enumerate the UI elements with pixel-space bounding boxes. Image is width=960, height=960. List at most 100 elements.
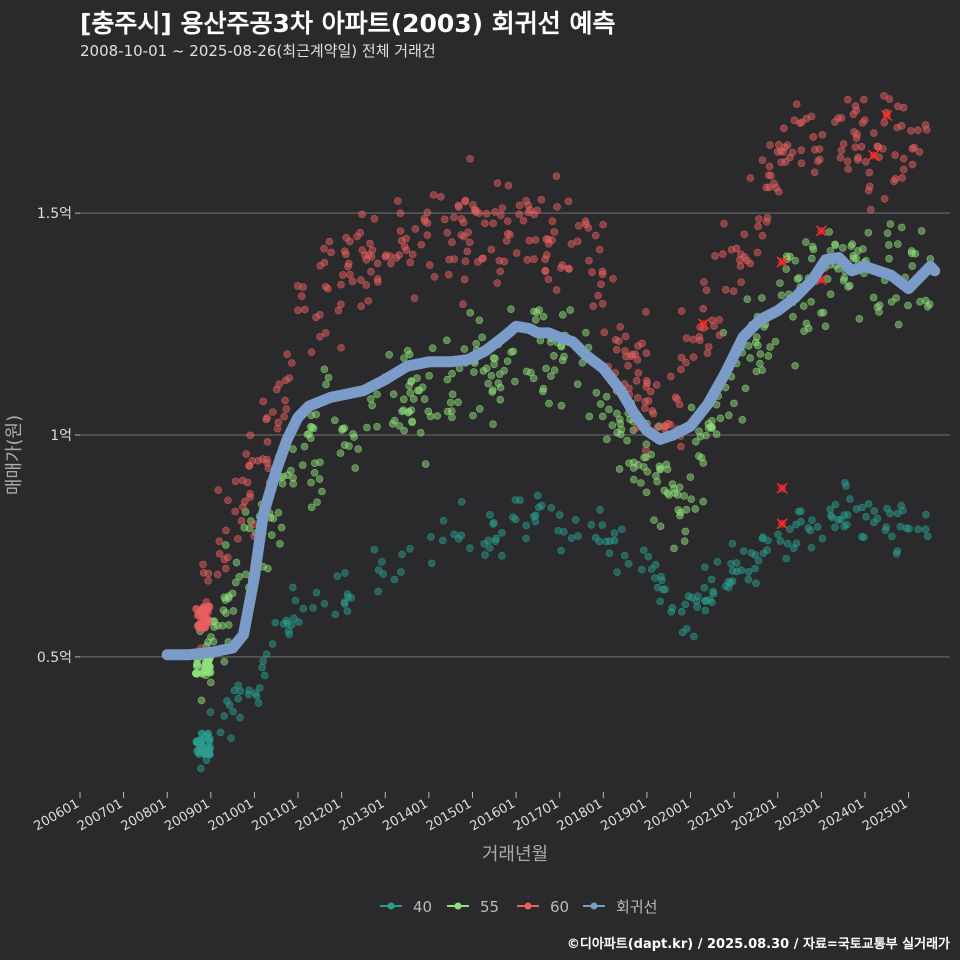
scatter-point-55	[547, 372, 555, 380]
scatter-point-40	[587, 520, 596, 529]
scatter-point-60	[373, 278, 382, 286]
scatter-point-60	[588, 268, 596, 276]
scatter-point-55	[725, 411, 733, 420]
scatter-point-55	[764, 352, 773, 360]
scatter-point-60	[497, 211, 505, 219]
scatter-point-60	[231, 477, 240, 486]
scatter-point-55	[825, 228, 833, 236]
scatter-point-60	[746, 259, 754, 268]
scatter-point-40	[701, 596, 709, 605]
scatter-point-60	[469, 201, 477, 209]
scatter-point-55	[613, 409, 621, 418]
scatter-point-60	[595, 245, 604, 254]
scatter-point-55	[592, 388, 601, 397]
scatter-point-60	[489, 219, 498, 228]
scatter-point-60	[839, 140, 848, 148]
scatter-point-55	[907, 249, 916, 258]
scatter-point-55	[312, 410, 320, 419]
scatter-point-60	[367, 267, 375, 276]
scatter-point-40	[343, 607, 352, 616]
scatter-point-55	[807, 298, 815, 306]
scatter-point-40	[554, 526, 562, 535]
scatter-point-55	[598, 412, 607, 421]
scatter-point-60	[667, 372, 675, 381]
scatter-point-55	[420, 395, 429, 403]
scatter-point-55	[206, 668, 215, 677]
highlight-marker	[868, 149, 880, 161]
scatter-point-60	[515, 201, 524, 210]
scatter-point-40	[486, 510, 494, 519]
scatter-point-40	[864, 500, 873, 508]
scatter-point-40	[677, 608, 686, 616]
legend: 40 55 60 회귀선	[380, 898, 657, 916]
scatter-point-40	[688, 593, 696, 602]
scatter-point-55	[307, 503, 316, 512]
scatter-point-60	[425, 261, 434, 269]
scatter-point-60	[807, 112, 816, 121]
scatter-point-40	[774, 530, 782, 539]
legend-swatch-dot	[590, 902, 598, 910]
scatter-point-40	[708, 598, 716, 607]
scatter-point-55	[623, 436, 631, 445]
scatter-point-60	[646, 387, 655, 396]
scatter-point-60	[765, 183, 774, 192]
scatter-point-60	[454, 201, 463, 210]
scatter-point-60	[411, 225, 420, 233]
scatter-point-55	[616, 430, 625, 439]
scatter-point-40	[268, 640, 277, 648]
scatter-point-60	[192, 604, 201, 613]
scatter-point-40	[701, 606, 710, 615]
y-tick-label: 1억	[50, 428, 72, 444]
scatter-point-55	[415, 386, 424, 395]
scatter-point-55	[320, 365, 329, 374]
scatter-point-55	[550, 366, 559, 374]
scatter-point-55	[573, 380, 582, 389]
scatter-point-60	[599, 220, 607, 229]
scatter-point-60	[346, 270, 354, 279]
x-tick-label: 200801	[119, 796, 169, 834]
scatter-point-40	[828, 513, 836, 522]
scatter-point-55	[489, 420, 497, 428]
scatter-point-40	[610, 536, 619, 545]
scatter-point-60	[597, 280, 605, 289]
scatter-point-60	[281, 376, 290, 385]
scatter-point-55	[428, 344, 437, 352]
scatter-point-55	[704, 419, 713, 428]
scatter-point-40	[295, 618, 303, 626]
scatter-point-60	[342, 250, 350, 259]
scatter-point-55	[446, 398, 455, 407]
scatter-point-60	[283, 350, 291, 358]
scatter-point-60	[565, 265, 573, 273]
scatter-point-40	[236, 713, 244, 722]
scatter-point-40	[299, 604, 308, 613]
scatter-point-60	[263, 438, 272, 446]
scatter-point-60	[671, 393, 680, 402]
scatter-point-40	[511, 515, 520, 524]
scatter-point-40	[668, 603, 677, 612]
scatter-point-55	[531, 315, 540, 324]
scatter-point-60	[337, 280, 345, 289]
scatter-point-60	[758, 156, 767, 164]
scatter-point-55	[839, 244, 847, 252]
scatter-point-60	[367, 252, 376, 261]
scatter-point-55	[210, 623, 218, 631]
scatter-point-55	[766, 343, 774, 351]
scatter-point-55	[777, 291, 786, 300]
scatter-point-60	[899, 165, 908, 174]
scatter-point-55	[800, 327, 808, 335]
scatter-point-60	[396, 209, 405, 217]
scatter-point-55	[831, 240, 839, 249]
scatter-point-40	[870, 507, 879, 515]
scatter-point-60	[762, 218, 771, 226]
scatter-point-55	[744, 342, 753, 350]
scatter-point-55	[448, 390, 457, 399]
scatter-point-55	[602, 392, 611, 401]
scatter-point-55	[345, 442, 353, 450]
scatter-point-60	[582, 220, 590, 228]
scatter-point-55	[582, 328, 590, 337]
scatter-point-60	[727, 245, 736, 254]
scatter-point-60	[408, 250, 417, 259]
scatter-point-60	[215, 537, 224, 546]
scatter-point-60	[481, 219, 489, 228]
scatter-point-40	[617, 525, 626, 534]
